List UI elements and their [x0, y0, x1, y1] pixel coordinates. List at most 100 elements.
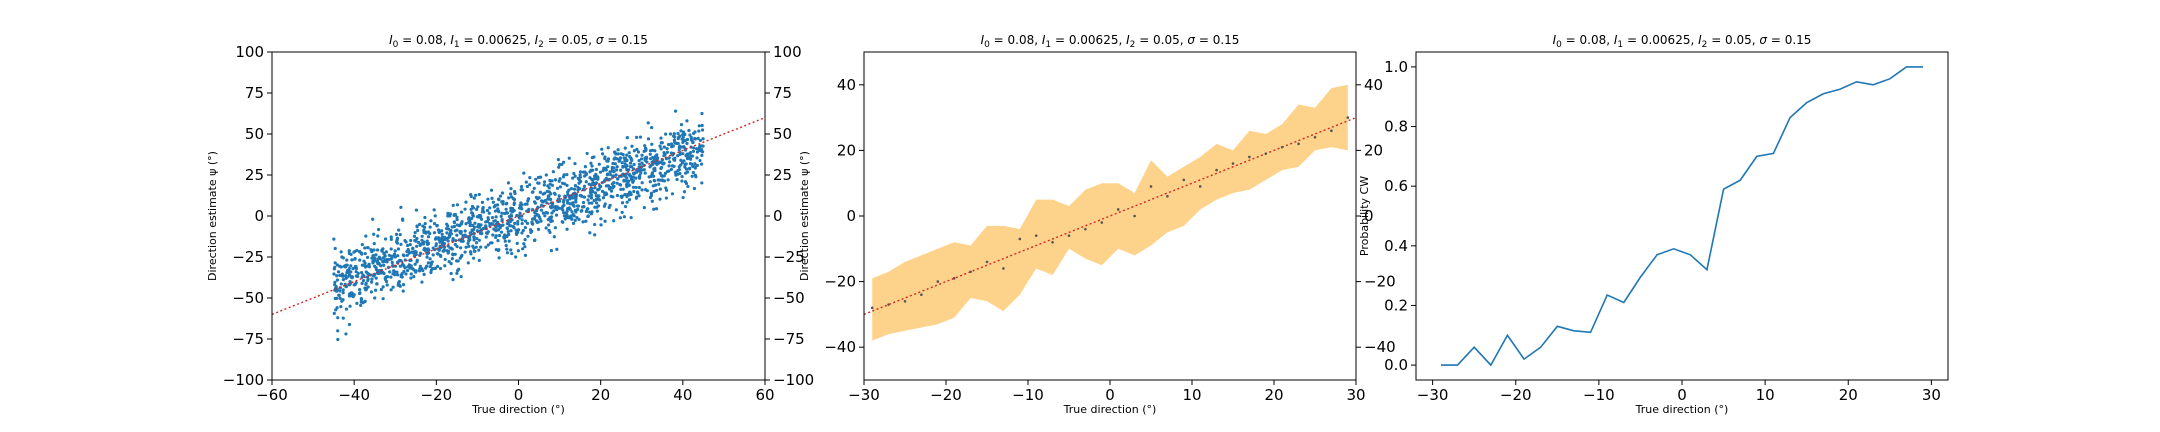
scatter-point [393, 273, 397, 277]
scatter-point [681, 135, 685, 139]
scatter-point [423, 246, 427, 251]
scatter-point [360, 281, 364, 285]
scatter-point [430, 260, 434, 264]
scatter-point [648, 195, 653, 200]
scatter-point [649, 174, 653, 178]
scatter-point [447, 259, 451, 264]
scatter-point [666, 178, 670, 182]
scatter-point [623, 159, 627, 163]
scatter-point [615, 157, 619, 161]
scatter-point [692, 146, 696, 150]
mean-point [1034, 234, 1038, 237]
scatter-point [581, 220, 585, 224]
scatter-point [370, 256, 374, 260]
scatter-point [631, 179, 635, 183]
scatter-point [359, 303, 363, 307]
mean-point [1051, 240, 1054, 244]
mean-point [1002, 267, 1005, 270]
panel-title-0: I0 = 0.08, I1 = 0.00625, I2 = 0.05, σ = … [389, 33, 648, 50]
right-y-tick-label: 0 [773, 207, 783, 225]
scatter-point [341, 278, 346, 282]
scatter-point [667, 169, 671, 173]
scatter-point [507, 239, 511, 243]
scatter-point [596, 188, 600, 192]
scatter-point [478, 231, 483, 235]
scatter-point [374, 288, 378, 292]
scatter-point [525, 202, 529, 206]
scatter-point [652, 167, 656, 171]
scatter-point [625, 153, 629, 157]
scatter-point [372, 232, 376, 236]
scatter-point [565, 183, 569, 188]
scatter-point [457, 224, 462, 228]
scatter-point [363, 261, 367, 265]
scatter-point [565, 209, 569, 213]
scatter-point [591, 168, 595, 172]
scatter-point [497, 224, 501, 228]
scatter-point [627, 198, 632, 202]
scatter-point [675, 177, 679, 182]
scatter-point [507, 196, 511, 200]
scatter-point [379, 257, 383, 261]
scatter-point [432, 222, 437, 226]
scatter-point [563, 217, 567, 221]
scatter-point [652, 207, 656, 211]
scatter-point [525, 221, 530, 225]
scatter-point [374, 253, 378, 257]
scatter-point [526, 197, 530, 201]
scatter-point [505, 210, 509, 215]
scatter-point [497, 198, 501, 202]
scatter-point [677, 147, 681, 152]
scatter-point [414, 270, 418, 274]
y-axis-label-1: Direction estimate ψ (°) [798, 151, 811, 281]
scatter-point [619, 187, 623, 191]
scatter-point [576, 188, 580, 192]
scatter-point [676, 172, 680, 176]
y-tick-label: 75 [245, 84, 264, 102]
band-panel: −30 −20 −10 0 10 20 30 −40 −20 0 20 40 −40 −20 0 20 40 Tr… [798, 33, 1396, 416]
scatter-point [359, 270, 364, 275]
scatter-point [470, 228, 474, 232]
right-y-tick-label: 100 [773, 43, 802, 61]
scatter-point [364, 270, 368, 274]
scatter-point [541, 211, 545, 215]
scatter-point [453, 252, 457, 256]
scatter-point [509, 229, 513, 233]
scatter-point [428, 257, 432, 261]
scatter-point [625, 164, 629, 168]
scatter-point [406, 247, 410, 252]
scatter-point [514, 255, 518, 259]
scatter-point [678, 152, 682, 156]
scatter-point [499, 214, 503, 218]
x-tick-label: 0 [1105, 386, 1115, 404]
scatter-point [537, 181, 541, 185]
y-tick-label: −25 [232, 248, 264, 266]
scatter-point [411, 246, 415, 251]
scatter-point [459, 246, 463, 250]
scatter-point [691, 149, 695, 153]
scatter-point [615, 181, 619, 185]
scatter-point [631, 185, 636, 189]
scatter-point [542, 180, 547, 184]
scatter-point [668, 132, 673, 136]
scatter-point [347, 322, 352, 327]
scatter-point [401, 253, 405, 257]
scatter-point [389, 237, 393, 242]
scatter-point [587, 194, 591, 198]
scatter-point [690, 174, 694, 178]
scatter-point [694, 175, 698, 179]
scatter-point [616, 148, 620, 152]
scatter-point [512, 209, 516, 213]
scatter-point [671, 144, 675, 148]
scatter-point [682, 159, 686, 163]
scatter-point [512, 226, 516, 230]
scatter-point [428, 232, 432, 236]
scatter-point [467, 216, 471, 220]
scatter-point [382, 263, 386, 267]
scatter-point [672, 164, 676, 168]
scatter-point [409, 276, 413, 280]
scatter-point [447, 227, 451, 231]
scatter-point [509, 224, 513, 228]
scatter-point [388, 270, 392, 274]
scatter-point [415, 244, 419, 248]
